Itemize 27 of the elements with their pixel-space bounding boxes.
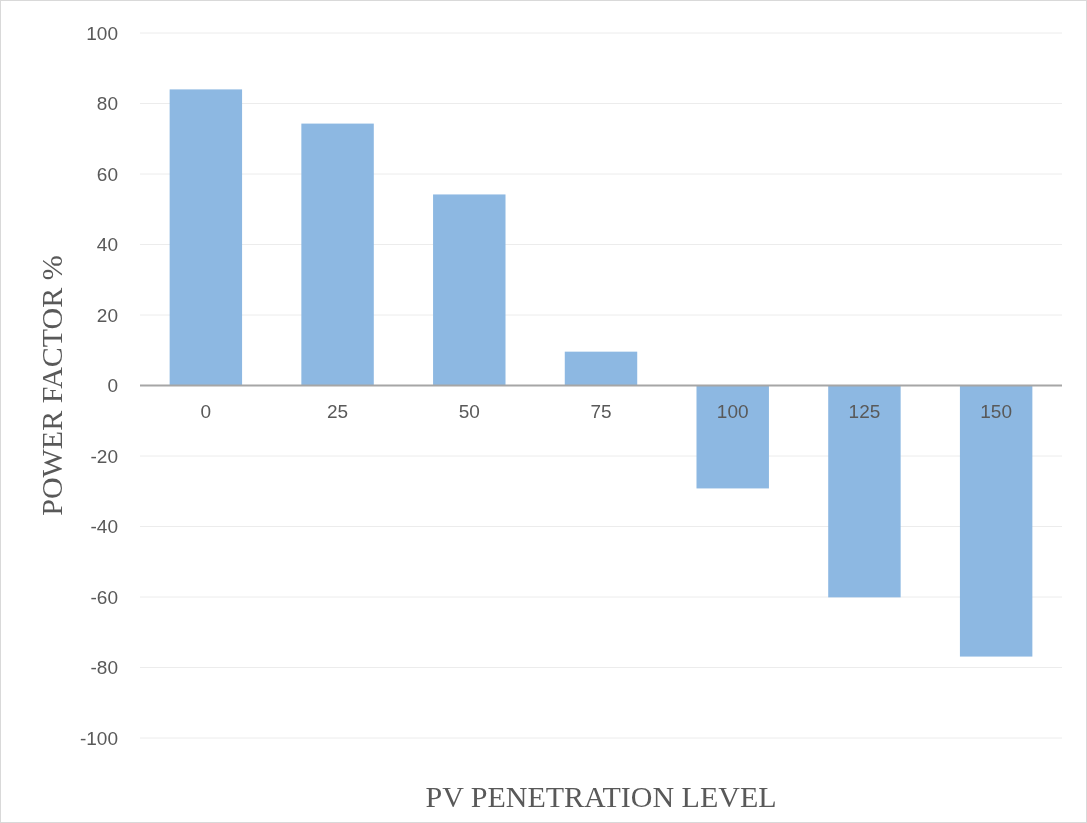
bar bbox=[169, 89, 243, 386]
y-tick-label: 0 bbox=[107, 375, 118, 397]
y-tick-label: 20 bbox=[96, 304, 118, 326]
y-tick-label: 60 bbox=[96, 163, 118, 185]
y-tick-label: 100 bbox=[86, 22, 118, 44]
y-tick-label: 40 bbox=[96, 234, 118, 256]
bar bbox=[301, 123, 374, 386]
bar bbox=[828, 385, 901, 598]
y-tick-label: -80 bbox=[90, 657, 118, 679]
bar bbox=[433, 194, 506, 386]
bar bbox=[959, 385, 1033, 657]
x-axis-title: PV PENETRATION LEVEL bbox=[425, 780, 777, 813]
bar bbox=[564, 351, 638, 386]
y-tick-label: 80 bbox=[96, 93, 118, 115]
x-tick-label: 75 bbox=[590, 400, 612, 422]
y-tick-label: -60 bbox=[90, 586, 118, 608]
y-tick-label: -20 bbox=[90, 445, 118, 467]
bar bbox=[696, 385, 769, 489]
y-tick-label: -100 bbox=[79, 727, 118, 749]
y-tick-label: -40 bbox=[90, 516, 118, 538]
y-axis-title: POWER FACTOR % bbox=[35, 255, 68, 516]
x-tick-label: 150 bbox=[980, 400, 1012, 422]
x-tick-label: 25 bbox=[327, 400, 349, 422]
x-tick-label: 0 bbox=[200, 400, 212, 422]
x-tick-label: 100 bbox=[716, 400, 749, 422]
x-tick-label: 125 bbox=[848, 400, 881, 422]
x-tick-label: 50 bbox=[458, 400, 480, 422]
